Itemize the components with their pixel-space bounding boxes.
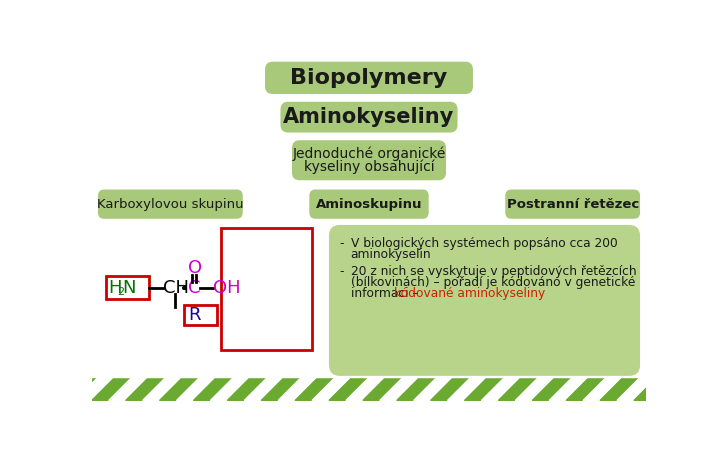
Polygon shape: [414, 379, 452, 400]
FancyBboxPatch shape: [505, 189, 640, 219]
Polygon shape: [600, 379, 639, 400]
Polygon shape: [448, 379, 486, 400]
Text: CH: CH: [163, 279, 189, 297]
Text: R: R: [188, 306, 200, 324]
Polygon shape: [329, 379, 367, 400]
Text: Aminokyseliny: Aminokyseliny: [284, 107, 454, 127]
Text: kyseliny obsahující: kyseliny obsahující: [304, 159, 434, 174]
Polygon shape: [379, 379, 418, 400]
Text: Aminoskupinu: Aminoskupinu: [316, 198, 422, 211]
FancyBboxPatch shape: [281, 102, 457, 133]
Polygon shape: [261, 379, 300, 400]
Polygon shape: [464, 379, 503, 400]
FancyBboxPatch shape: [329, 225, 640, 376]
Text: informaci –: informaci –: [351, 287, 422, 300]
Text: O: O: [188, 259, 202, 277]
Polygon shape: [719, 379, 720, 400]
Polygon shape: [498, 379, 537, 400]
Text: C: C: [188, 279, 201, 297]
Text: Postranní řetězec: Postranní řetězec: [507, 198, 639, 211]
Polygon shape: [58, 379, 96, 400]
Polygon shape: [701, 379, 720, 400]
Polygon shape: [24, 379, 63, 400]
Text: N: N: [122, 279, 135, 297]
Polygon shape: [194, 379, 232, 400]
Text: Karboxylovou skupinu: Karboxylovou skupinu: [97, 198, 243, 211]
Polygon shape: [617, 379, 655, 400]
Polygon shape: [532, 379, 571, 400]
Text: (bílkovinách) – pořadí je kódováno v genetické: (bílkovinách) – pořadí je kódováno v gen…: [351, 276, 635, 289]
Polygon shape: [244, 379, 283, 400]
Polygon shape: [685, 379, 720, 400]
Text: 2: 2: [117, 287, 125, 297]
Polygon shape: [516, 379, 554, 400]
Polygon shape: [92, 379, 130, 400]
FancyBboxPatch shape: [98, 189, 243, 219]
Polygon shape: [228, 379, 266, 400]
Polygon shape: [41, 379, 79, 400]
Text: Biopolymery: Biopolymery: [290, 68, 448, 88]
Polygon shape: [312, 379, 351, 400]
Text: V biologických systémech popsáno cca 200: V biologických systémech popsáno cca 200: [351, 237, 617, 250]
FancyBboxPatch shape: [292, 140, 446, 180]
Polygon shape: [75, 379, 113, 400]
Bar: [184, 305, 217, 325]
Polygon shape: [126, 379, 164, 400]
Text: aminokyselin: aminokyselin: [351, 248, 431, 261]
Polygon shape: [210, 379, 249, 400]
Polygon shape: [549, 379, 588, 400]
Text: 20 z nich se vyskytuje v peptidových řetězcích: 20 z nich se vyskytuje v peptidových řet…: [351, 265, 636, 278]
Polygon shape: [482, 379, 520, 400]
Polygon shape: [363, 379, 401, 400]
Polygon shape: [667, 379, 706, 400]
Text: H: H: [109, 279, 122, 297]
Polygon shape: [176, 379, 215, 400]
FancyBboxPatch shape: [265, 62, 473, 94]
Polygon shape: [143, 379, 181, 400]
Bar: [106, 276, 149, 299]
FancyBboxPatch shape: [310, 189, 428, 219]
Polygon shape: [566, 379, 605, 400]
Polygon shape: [634, 379, 672, 400]
Polygon shape: [109, 379, 148, 400]
Polygon shape: [160, 379, 198, 400]
Text: Jednoduché organické: Jednoduché organické: [292, 147, 446, 162]
Text: -: -: [340, 237, 344, 250]
Polygon shape: [295, 379, 333, 400]
Text: OH: OH: [213, 279, 241, 297]
Polygon shape: [651, 379, 689, 400]
Bar: [221, 228, 312, 350]
Polygon shape: [278, 379, 317, 400]
Polygon shape: [346, 379, 384, 400]
Polygon shape: [583, 379, 621, 400]
Text: -: -: [340, 265, 344, 278]
Text: kódované aminokyseliny: kódované aminokyseliny: [394, 287, 545, 300]
Polygon shape: [397, 379, 435, 400]
Polygon shape: [431, 379, 469, 400]
